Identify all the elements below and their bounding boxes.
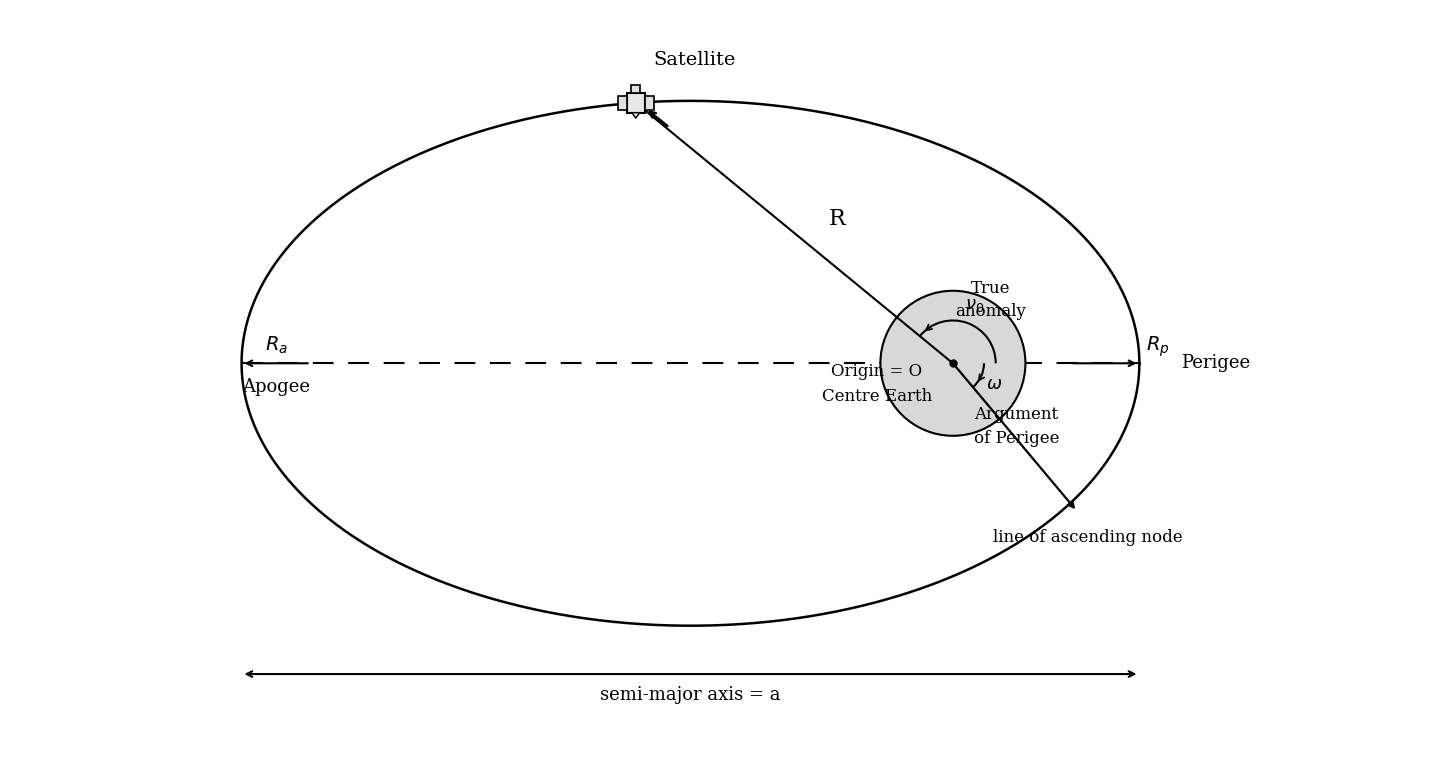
Text: $R_p$: $R_p$ [1147,335,1170,359]
Text: Origin = O: Origin = O [831,362,922,379]
Text: $R_a$: $R_a$ [264,335,287,356]
Text: semi-major axis = a: semi-major axis = a [600,687,780,704]
Text: Apogee: Apogee [242,379,310,396]
Bar [618,96,626,110]
Text: $\nu_0$: $\nu_0$ [966,296,985,314]
Text: R: R [829,207,845,230]
Bar [645,96,654,110]
Text: $\omega$: $\omega$ [986,375,1002,393]
Polygon shape [632,113,639,118]
Text: Satellite: Satellite [652,51,735,69]
Circle shape [880,291,1025,435]
Text: Perigee: Perigee [1180,354,1250,372]
Bar [631,84,641,93]
Bar [626,93,645,113]
Text: True
anomaly: True anomaly [956,280,1027,320]
Text: line of ascending node: line of ascending node [993,528,1182,546]
Text: Centre Earth: Centre Earth [822,389,932,406]
Text: Argument
of Perigee: Argument of Perigee [974,406,1058,447]
